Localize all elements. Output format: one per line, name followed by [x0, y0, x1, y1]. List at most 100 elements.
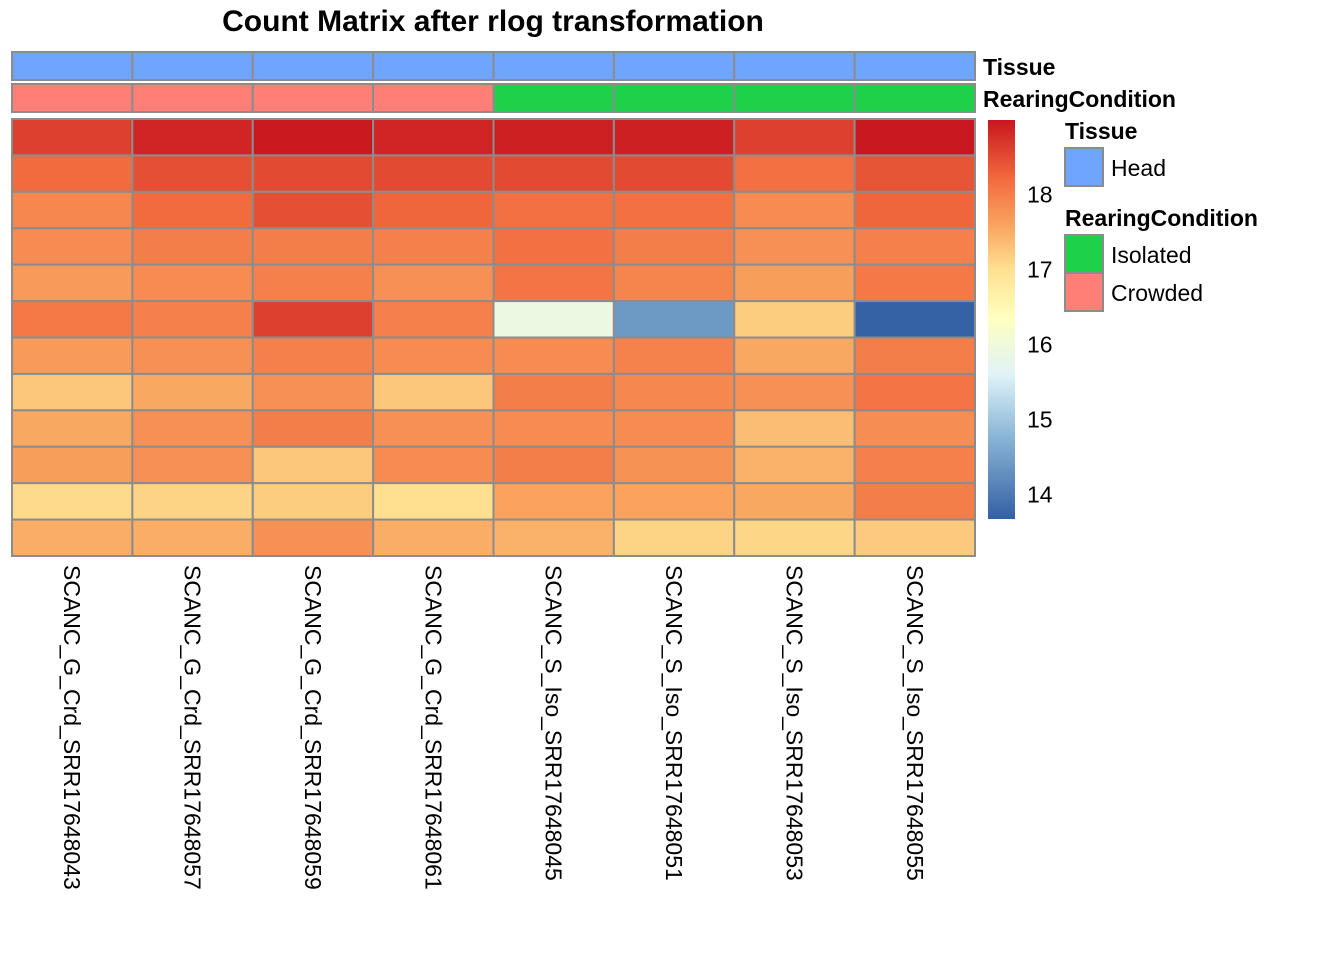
heatmap-cell [372, 482, 495, 521]
heatmap-cell [372, 190, 495, 230]
heatmap-cell [372, 118, 495, 157]
heatmap-cell [853, 227, 976, 266]
annotation-label: Tissue [983, 54, 1055, 80]
legend-title: RearingCondition [1065, 205, 1258, 231]
column-label: SCANC_S_Iso_SRR17648051 [661, 565, 687, 881]
heatmap-cell [131, 190, 254, 230]
colorbar-tick-label: 14 [1027, 481, 1053, 507]
heatmap-cell [131, 409, 254, 448]
column-label: SCANC_G_Crd_SRR17648043 [59, 565, 85, 890]
heatmap-cell [612, 372, 736, 412]
heatmap-cell [492, 300, 615, 339]
heatmap-cell [612, 118, 736, 157]
column-labels: SCANC_G_Crd_SRR17648043 SCANC_G_Crd_SRR17… [59, 565, 928, 890]
colorbar-legend: 14 15 16 17 18 [988, 120, 1053, 519]
heatmap-cell [853, 154, 976, 193]
heatmap-cell [11, 336, 134, 375]
heatmap-cell [492, 154, 615, 193]
heatmap-cell [131, 118, 254, 157]
legend-swatch [1064, 234, 1104, 274]
heatmap-cell [733, 336, 856, 375]
heatmap-cell [612, 300, 736, 339]
heatmap-cell [492, 263, 615, 303]
heatmap-cell [492, 409, 615, 448]
annotation-bars: Tissue RearingCondition [11, 51, 1176, 113]
heatmap-cell [853, 409, 976, 448]
heatmap-cell [11, 118, 134, 157]
heatmap-cell [612, 336, 736, 375]
annotation-cell-tissue [853, 51, 976, 81]
annotation-cell-rearingcondition [492, 83, 615, 113]
annotation-legend: Tissue Head RearingCondition Isolated Crowde… [1064, 118, 1258, 312]
colorbar-tick-label: 16 [1027, 331, 1053, 357]
annotation-cell-tissue [372, 51, 495, 81]
heatmap-cell [251, 154, 375, 193]
heatmap-cell [612, 154, 736, 193]
heatmap-cell [612, 518, 736, 557]
colorbar [988, 120, 1015, 519]
heatmap-cell [853, 300, 976, 339]
colorbar-tick-label: 17 [1027, 256, 1053, 282]
heatmap-cell [372, 300, 495, 339]
heatmap-cell [612, 445, 736, 485]
heatmap-cell [492, 445, 615, 485]
annotation-cell-tissue [612, 51, 736, 81]
heatmap-cell [131, 263, 254, 303]
annotation-cell-rearingcondition [131, 83, 254, 113]
heatmap-cell [492, 118, 615, 157]
heatmap-cell [251, 445, 375, 485]
annotation-cell-rearingcondition [251, 83, 375, 113]
column-label: SCANC_S_Iso_SRR17648053 [781, 565, 807, 881]
heatmap-cell [251, 300, 375, 339]
heatmap-cell [492, 227, 615, 266]
heatmap-cell [131, 372, 254, 412]
column-label: SCANC_G_Crd_SRR17648059 [300, 565, 326, 890]
heatmap-cell [733, 190, 856, 230]
heatmap-cell [733, 409, 856, 448]
heatmap-cell [612, 482, 736, 521]
heatmap-cell [131, 518, 254, 557]
heatmap-cell [492, 190, 615, 230]
heatmap-cells [11, 118, 976, 557]
heatmap-cell [492, 518, 615, 557]
heatmap-cell [372, 445, 495, 485]
heatmap-cell [612, 227, 736, 266]
heatmap-cell [131, 227, 254, 266]
heatmap-cell [131, 482, 254, 521]
heatmap-cell [251, 336, 375, 375]
heatmap-cell [131, 336, 254, 375]
heatmap-cell [11, 482, 134, 521]
annotation-cell-rearingcondition [853, 83, 976, 113]
heatmap-cell [372, 372, 495, 412]
heatmap-cell [853, 372, 976, 412]
heatmap-cell [853, 482, 976, 521]
heatmap-cell [492, 482, 615, 521]
heatmap-cell [733, 300, 856, 339]
chart-title: Count Matrix after rlog transformation [222, 5, 764, 38]
heatmap-cell [733, 482, 856, 521]
heatmap-cell [853, 445, 976, 485]
heatmap-cell [733, 518, 856, 557]
heatmap-cell [853, 190, 976, 230]
heatmap-cell [11, 300, 134, 339]
heatmap-cell [251, 118, 375, 157]
heatmap-cell [492, 372, 615, 412]
heatmap-cell [612, 190, 736, 230]
heatmap-cell [11, 190, 134, 230]
column-label: SCANC_G_Crd_SRR17648061 [420, 565, 446, 890]
annotation-cell-tissue [11, 51, 134, 81]
heatmap-cell [733, 445, 856, 485]
legend-item-label: Crowded [1111, 280, 1203, 306]
heatmap-cell [251, 518, 375, 557]
heatmap-cell [853, 263, 976, 303]
heatmap-cell [733, 154, 856, 193]
annotation-label: RearingCondition [983, 86, 1176, 112]
heatmap-cell [11, 518, 134, 557]
legend-swatch [1064, 272, 1104, 312]
heatmap-cell [492, 336, 615, 375]
annotation-cell-rearingcondition [11, 83, 134, 113]
heatmap-cell [372, 518, 495, 557]
column-label: SCANC_S_Iso_SRR17648055 [902, 565, 928, 881]
heatmap-cell [251, 263, 375, 303]
